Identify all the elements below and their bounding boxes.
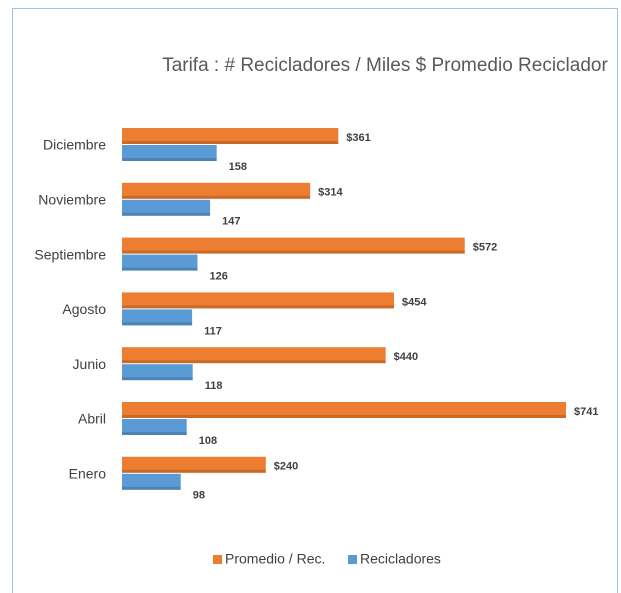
bar-shade (122, 212, 211, 216)
data-label: 98 (193, 490, 205, 502)
legend-swatch (213, 555, 222, 564)
bar (122, 347, 386, 364)
bar (122, 145, 217, 161)
data-label: 158 (229, 161, 247, 173)
chart-title: Tarifa : # Recicladores / Miles $ Promed… (162, 55, 608, 76)
data-label: 108 (199, 435, 217, 447)
bar (122, 254, 198, 271)
data-label: 117 (204, 325, 222, 337)
bar (122, 364, 193, 381)
bar (122, 199, 211, 216)
bar-shade (122, 158, 217, 161)
bar (122, 292, 395, 309)
legend-label: Promedio / Rec. (225, 551, 325, 567)
bar (122, 309, 193, 326)
bar (122, 456, 266, 473)
bar-shade (122, 250, 465, 254)
bar-shade (122, 305, 395, 309)
y-tick-label: Enero (69, 466, 107, 482)
bar-shade (122, 267, 198, 271)
bar-shade (122, 360, 386, 364)
data-label: 126 (209, 271, 227, 283)
y-tick-label: Abril (78, 411, 106, 427)
bar (122, 237, 465, 254)
data-label: $314 (318, 187, 343, 199)
bar-shade (122, 322, 193, 326)
data-label: $361 (346, 132, 370, 144)
bar-shade (122, 432, 187, 435)
y-tick-label: Junio (73, 356, 107, 372)
data-label: $741 (574, 406, 598, 418)
bar-shade (122, 415, 566, 418)
chart-frame (12, 8, 618, 593)
bar (122, 473, 181, 490)
bar (122, 419, 187, 435)
y-tick-label: Septiembre (34, 246, 106, 262)
bar-shade (122, 195, 311, 199)
bar-shade (122, 141, 339, 144)
data-label: $572 (473, 242, 497, 254)
data-label: $454 (402, 296, 427, 308)
legend-swatch (348, 555, 357, 564)
y-tick-label: Diciembre (43, 137, 106, 153)
data-label: 147 (222, 216, 240, 228)
data-label: $440 (394, 351, 418, 363)
data-label: 118 (205, 380, 223, 392)
bar (122, 128, 339, 144)
bar-shade (122, 469, 266, 473)
bar (122, 182, 311, 199)
bar-shade (122, 377, 193, 381)
legend-label: Recicladores (360, 551, 441, 567)
data-label: $240 (274, 461, 298, 473)
bar-shade (122, 486, 181, 490)
bar (122, 402, 566, 418)
y-tick-label: Noviembre (38, 192, 106, 208)
y-tick-label: Agosto (62, 301, 106, 317)
